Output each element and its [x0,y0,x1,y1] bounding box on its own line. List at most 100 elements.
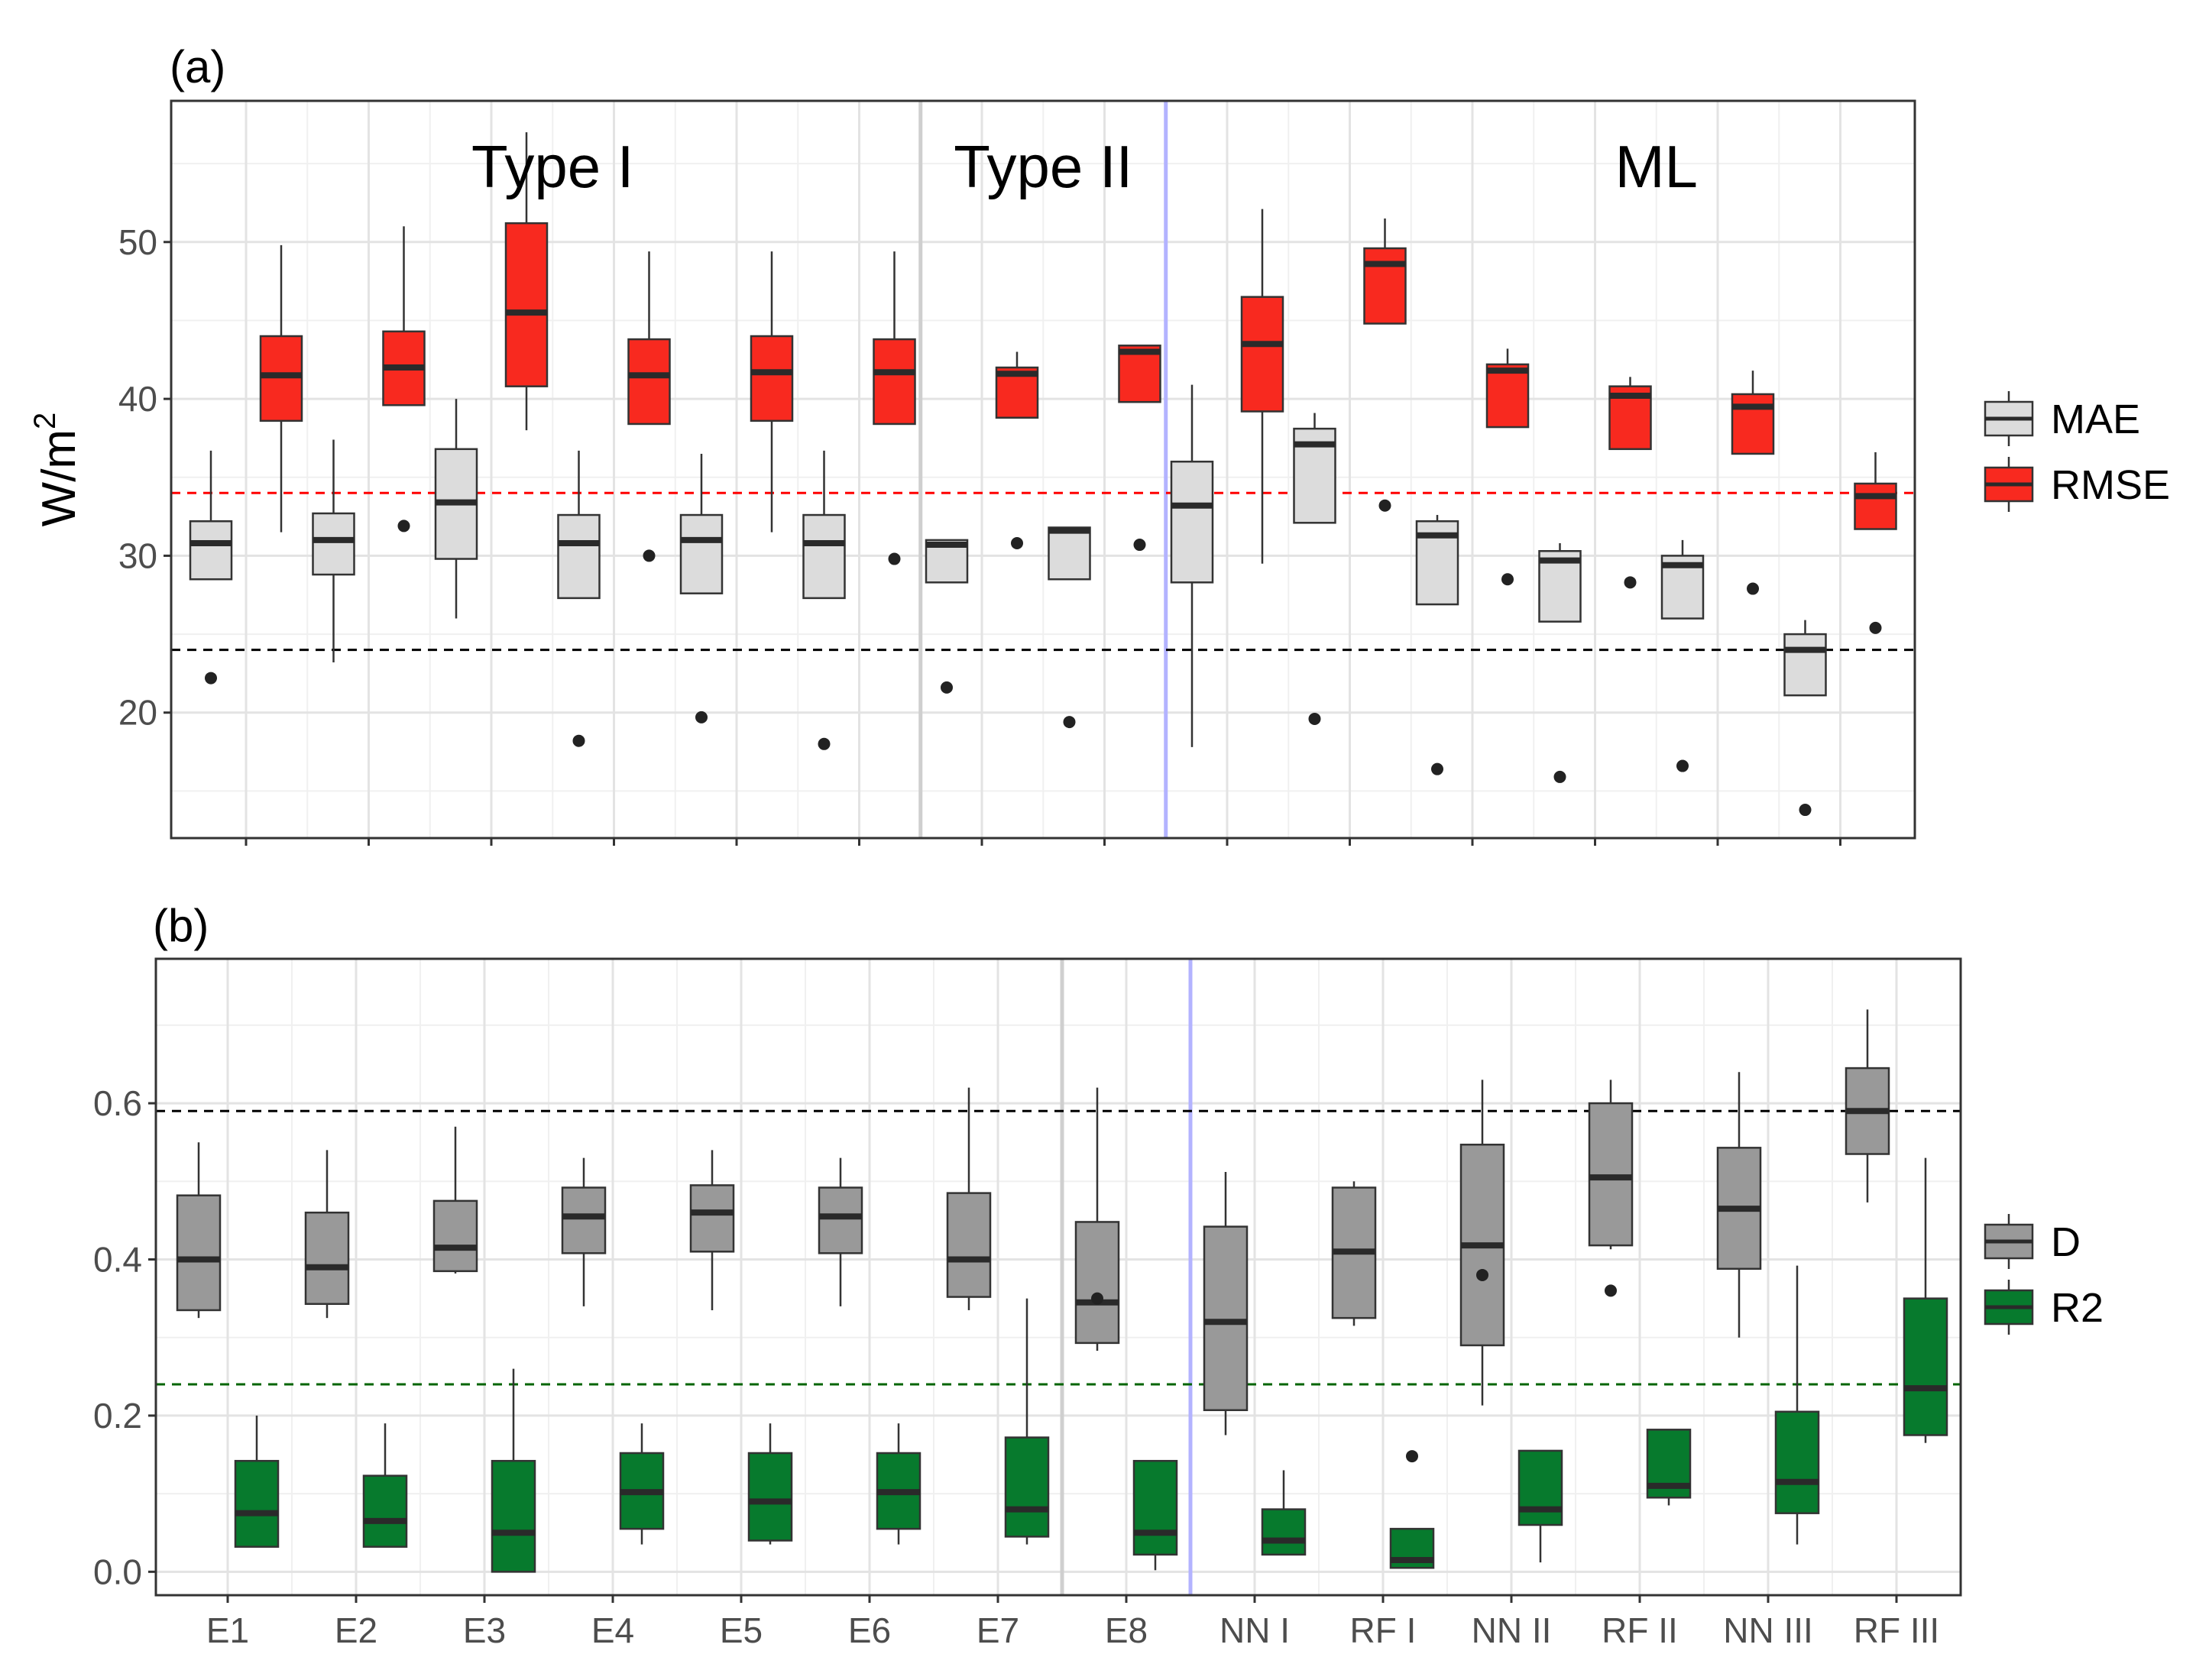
x-tick-label: E1 [206,1610,249,1650]
box-mae-nn-ii [1415,515,1459,775]
iqr-box [802,513,846,600]
iqr-box [818,1186,863,1254]
group-label: Type II [954,133,1132,200]
iqr-box [304,1211,350,1306]
plot-border [170,99,1916,840]
outlier-point [1553,770,1566,783]
iqr-box [1048,526,1091,581]
box-d-e7 [946,1087,992,1310]
iqr-box [1132,1459,1178,1556]
group-label: Type I [471,133,633,200]
iqr-box [312,512,355,576]
y-tick-label: 0.2 [93,1396,142,1436]
box-r2-rf-ii [1646,1429,1692,1506]
iqr-box [946,1192,992,1298]
iqr-box [561,1186,607,1254]
box-mae-rf-ii [1538,543,1582,783]
panel-a: 20 30 40 50 (a) Type I Type II ML W/m2 MAE RMSE [28,41,2170,846]
box-mae-rf-i [1293,413,1336,725]
iqr-box [1240,296,1284,413]
y-tick-label: 30 [118,536,157,575]
iqr-box [259,335,303,422]
iqr-box [750,335,794,422]
iqr-box [689,1184,735,1253]
box-d-nn-i [1203,1172,1249,1436]
box-rmse-rf-i [1363,218,1407,512]
iqr-box [1485,363,1530,429]
x-tick-label: E7 [977,1610,1019,1650]
iqr-box [432,1199,478,1273]
box-rmse-nn-ii [1485,348,1530,586]
legend: MAE RMSE [1984,391,2170,512]
x-tick-label: RF III [1854,1610,1939,1650]
iqr-box [234,1459,280,1548]
box-rmse-nn-i [1240,209,1284,564]
x-tick-label: E6 [848,1610,891,1650]
box-mae-e5 [679,453,724,723]
box-mae-e1 [189,450,233,685]
box-d-e5 [689,1150,735,1310]
box-r2-e7 [1004,1298,1050,1545]
iqr-box [1004,1436,1050,1538]
iqr-box [873,338,916,426]
legend-label: D [2051,1219,2081,1265]
box-d-rf-iii [1845,1009,1890,1203]
y-tick-label: 0.4 [93,1240,142,1280]
outlier-point [1869,621,1882,634]
iqr-box [1203,1225,1249,1412]
box-rmse-nn-iii [1731,371,1775,595]
legend: D R2 [1984,1214,2104,1335]
iqr-box [362,1474,408,1548]
outlier-point [888,552,901,565]
outlier-point [1605,1284,1617,1297]
legend-label: RMSE [2051,462,2170,508]
plot-border [154,957,1962,1597]
box-d-e8 [1074,1087,1120,1351]
box-d-e2 [304,1150,350,1319]
box-rmse-e1 [259,244,303,532]
x-tick-label: NN I [1219,1610,1290,1650]
box-r2-nn-ii [1517,1449,1563,1563]
legend-key-r2 [1984,1280,2034,1335]
iqr-box [176,1194,222,1312]
outlier-point [643,549,656,562]
box-mae-nn-iii [1660,539,1705,772]
outlier-point [1091,1292,1103,1305]
iqr-box [1588,1102,1634,1247]
outlier-point [818,737,831,750]
box-r2-e5 [747,1423,793,1545]
outlier-point [572,734,585,747]
x-tick-label: RF I [1350,1610,1417,1650]
box-r2-rf-iii [1903,1157,1948,1443]
box-d-nn-iii [1716,1072,1762,1338]
iqr-box [1854,482,1897,530]
x-tick-label: E4 [591,1610,634,1650]
outlier-point [1133,539,1146,552]
iqr-box [627,338,671,426]
box-mae-e4 [557,450,601,747]
box-d-nn-ii [1459,1080,1505,1406]
box-rmse-e8 [1118,345,1161,552]
y-tick-label: 0.6 [93,1083,142,1123]
outlier-point [205,672,217,685]
outlier-point [1799,804,1812,817]
y-tick-label: 40 [118,379,157,419]
box-mae-nn-i [1170,384,1214,747]
iqr-box [1118,345,1161,403]
iqr-box [557,513,601,600]
x-tick-label: E3 [463,1610,506,1650]
box-mae-e2 [312,439,355,663]
box-r2-nn-iii [1774,1265,1820,1545]
iqr-box [1517,1449,1563,1526]
box-r2-e8 [1132,1459,1178,1571]
box-rmse-e2 [382,226,426,532]
box-d-rf-i [1331,1181,1377,1326]
legend-key-rmse [1984,457,2034,512]
y-tick-label: 0.0 [93,1552,142,1591]
box-r2-e6 [876,1423,921,1545]
outlier-point [1011,537,1023,549]
legend-key-mae [1984,391,2034,446]
outlier-point [1431,762,1443,775]
x-tick-label: RF II [1602,1610,1678,1650]
iqr-box [1261,1508,1307,1556]
